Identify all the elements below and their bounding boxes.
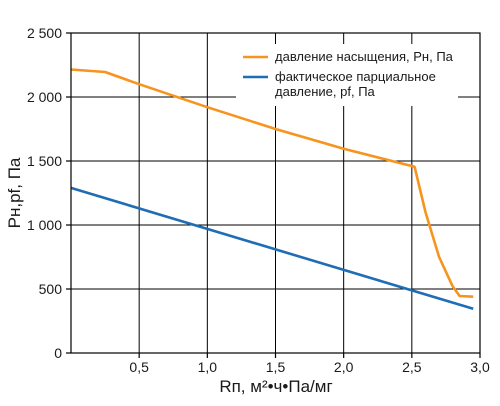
x-tick-label: 2,5 xyxy=(402,359,422,375)
x-tick-label: 1,5 xyxy=(266,359,286,375)
legend: давление насыщения, Pн, Па фактическое па… xyxy=(243,49,454,99)
y-tick-label: 1 500 xyxy=(27,153,62,169)
y-tick-label: 500 xyxy=(39,281,63,297)
x-tick-label: 1,0 xyxy=(198,359,218,375)
legend-label-1: фактическое парциальное xyxy=(275,69,436,84)
y-tick-label: 2 000 xyxy=(27,89,62,105)
x-tick-label: 2,0 xyxy=(334,359,354,375)
legend-label-1: давление, pf, Па xyxy=(275,84,376,99)
x-axis-title: Rп, м²•ч•Па/мг xyxy=(219,377,332,396)
series-line-0 xyxy=(70,68,474,298)
y-tick-label: 2 500 xyxy=(27,25,62,41)
x-tick-label: 3,0 xyxy=(470,359,490,375)
tick-labels: 0,5 1,0 1,5 2,0 2,5 3,0 0 500 1 000 1 500 2 000 2 5… xyxy=(27,25,490,375)
y-axis-title: Pн,pf, Па xyxy=(5,157,24,228)
tick-layer xyxy=(66,32,481,358)
legend-label-0: давление насыщения, Pн, Па xyxy=(275,49,454,64)
x-tick-label: 0,5 xyxy=(129,359,149,375)
y-tick-label: 1 000 xyxy=(27,217,62,233)
y-tick-label: 0 xyxy=(54,345,62,361)
legend-background xyxy=(236,44,458,106)
series-layer xyxy=(70,68,474,311)
series-line-1 xyxy=(70,186,474,311)
